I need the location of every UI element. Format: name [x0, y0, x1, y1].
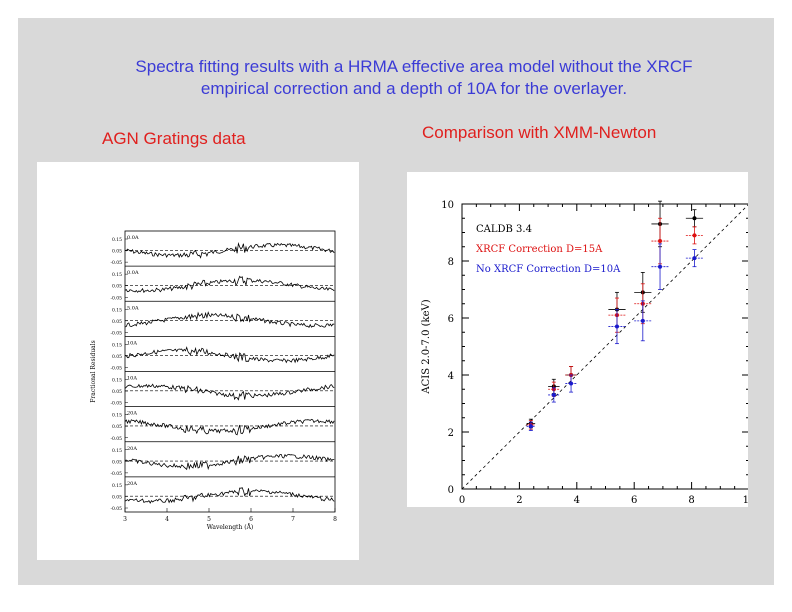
residual-y-tick-label: 0.15: [112, 307, 122, 313]
panel-label: 10A: [127, 376, 137, 382]
panel-label: 0.0A: [127, 270, 139, 276]
y-tick-label: 8: [448, 257, 454, 268]
residual-x-tick-label: 4: [165, 516, 169, 523]
residual-y-tick-label: 0.05: [112, 354, 122, 360]
left-heading: AGN Gratings data: [102, 129, 246, 148]
residual-trace: [124, 418, 335, 436]
data-point: [569, 381, 574, 386]
residual-y-tick-label: 0.05: [112, 284, 122, 290]
data-point: [658, 264, 663, 269]
panel-label: 20A: [127, 411, 137, 417]
legend-entry: CALDB 3.4: [476, 224, 532, 235]
residual-y-tick-label: 0.15: [112, 448, 122, 454]
residual-y-tick-label: 0.15: [112, 378, 122, 384]
residual-y-tick-label: 0.05: [112, 424, 122, 430]
x-tick-label: 10: [743, 495, 748, 506]
residual-trace: [124, 453, 335, 471]
residual-y-tick-label: -0.05: [110, 295, 122, 301]
legend-entry: No XRCF Correction D=10A: [476, 264, 621, 275]
data-point: [692, 256, 697, 261]
residual-y-tick-label: 0.05: [112, 459, 122, 465]
data-point: [528, 424, 533, 429]
data-point: [640, 318, 645, 323]
data-point: [692, 233, 697, 238]
slide-title-line1: Spectra fitting results with a HRMA effe…: [135, 57, 693, 76]
y-tick-label: 4: [448, 371, 454, 382]
residual-y-tick-label: 0.05: [112, 389, 122, 395]
residual-x-tick-label: 3: [123, 516, 127, 523]
residual-y-tick-label: -0.05: [110, 436, 122, 442]
residual-y-tick-label: -0.05: [110, 260, 122, 266]
right-heading: Comparison with XMM-Newton: [422, 123, 657, 142]
residual-trace: [124, 275, 335, 294]
residuals-chart: 0.0A 0.15 0.05 -0.05 0.0A 0.15 0.05 -0.05 5.0A 0.…: [90, 230, 337, 531]
residual-y-tick-label: 0.05: [112, 494, 122, 500]
comparison-panel: 02468100246810MOS 2.0-7.0 (keV)ACIS 2.0-…: [407, 172, 755, 520]
y-tick-label: 0: [448, 485, 454, 496]
residual-y-tick-label: 0.15: [112, 413, 122, 419]
residual-y-tick-label: -0.05: [110, 401, 122, 407]
residual-y-tick-label: -0.05: [110, 330, 122, 336]
panel-label: 20A: [127, 481, 137, 487]
panel-label: 5.0A: [127, 305, 139, 311]
slide: Spectra fitting results with a HRMA effe…: [18, 18, 774, 585]
residual-y-tick-label: 0.15: [112, 483, 122, 489]
x-tick-label: 2: [516, 495, 522, 506]
residual-trace: [124, 383, 335, 401]
x-tick-label: 6: [631, 495, 637, 506]
data-point: [551, 392, 556, 397]
y-tick-label: 10: [441, 200, 454, 211]
comparison-chart: 02468100246810MOS 2.0-7.0 (keV)ACIS 2.0-…: [421, 200, 755, 520]
x-tick-label: 8: [688, 495, 694, 506]
panel-label: 10A: [127, 340, 137, 346]
residual-trace: [124, 487, 335, 504]
residual-y-axis-label: Fractional Residuals: [90, 340, 97, 403]
y-tick-label: 6: [448, 314, 454, 325]
data-point: [692, 216, 697, 221]
x-tick-label: 4: [574, 495, 580, 506]
residual-x-tick-label: 6: [249, 516, 253, 523]
residual-y-tick-label: -0.05: [110, 471, 122, 477]
legend-entry: XRCF Correction D=15A: [476, 244, 603, 255]
data-point: [658, 239, 663, 244]
slide-title-line2: empirical correction and a depth of 10A …: [200, 79, 628, 98]
panel-label: 20A: [127, 446, 137, 452]
y-axis-label: ACIS 2.0-7.0 (keV): [421, 299, 432, 394]
x-tick-label: 0: [459, 495, 465, 506]
residual-y-tick-label: 0.05: [112, 249, 122, 255]
residual-x-tick-label: 8: [333, 516, 337, 523]
reference-line-y-equals-x: [461, 203, 750, 490]
residual-x-axis-label: Wavelength (Å): [207, 523, 254, 531]
panel-label: 0.0A: [127, 235, 139, 241]
residual-trace: [124, 242, 335, 259]
residual-x-tick-label: 5: [207, 516, 211, 523]
residual-y-tick-label: 0.15: [112, 272, 122, 278]
residual-y-tick-label: -0.05: [110, 506, 122, 512]
residual-y-tick-label: 0.15: [112, 342, 122, 348]
data-point: [614, 324, 619, 329]
residual-y-tick-label: 0.05: [112, 319, 122, 325]
residual-x-tick-label: 7: [291, 516, 295, 523]
residuals-panel: 0.0A 0.15 0.05 -0.05 0.0A 0.15 0.05 -0.05 5.0A 0.…: [37, 162, 359, 560]
residual-trace: [124, 311, 335, 328]
residual-y-tick-label: -0.05: [110, 366, 122, 372]
y-tick-label: 2: [448, 428, 454, 439]
residual-trace: [124, 346, 335, 364]
residual-y-tick-label: 0.15: [112, 237, 122, 243]
